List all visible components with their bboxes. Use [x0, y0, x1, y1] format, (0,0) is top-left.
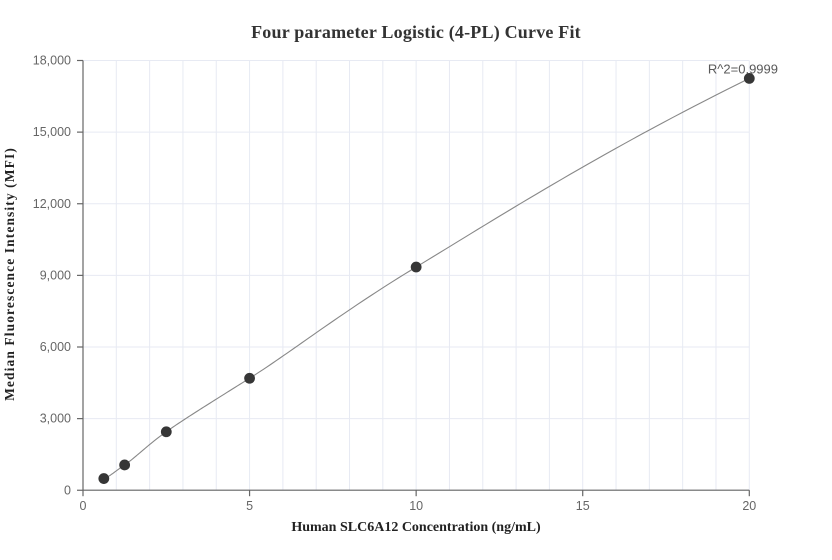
svg-text:20: 20 [742, 499, 756, 513]
svg-text:0: 0 [64, 483, 71, 497]
svg-text:10: 10 [409, 499, 423, 513]
svg-text:9,000: 9,000 [40, 268, 71, 282]
svg-text:12,000: 12,000 [33, 197, 71, 211]
svg-text:6,000: 6,000 [40, 340, 71, 354]
svg-text:R^2=0.9999: R^2=0.9999 [708, 62, 778, 77]
svg-text:3,000: 3,000 [40, 412, 71, 426]
svg-text:15: 15 [576, 499, 590, 513]
svg-text:18,000: 18,000 [33, 54, 71, 68]
svg-text:0: 0 [80, 499, 87, 513]
svg-text:5: 5 [246, 499, 253, 513]
svg-text:15,000: 15,000 [33, 125, 71, 139]
